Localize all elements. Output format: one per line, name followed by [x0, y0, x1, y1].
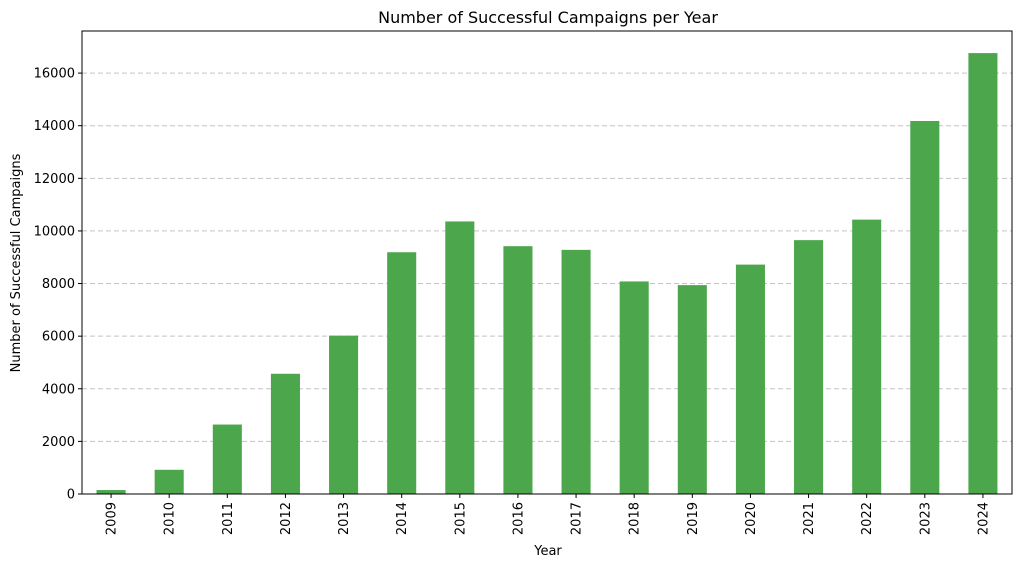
y-tick-label: 0	[67, 488, 75, 503]
bar-2020	[735, 264, 765, 494]
x-tick-label: 2020	[744, 502, 759, 535]
y-axis-label: Number of Successful Campaigns	[9, 153, 24, 372]
x-axis-ticks: 2009 2010 2011 2012 2013 2014 2015 2016 2017 2018…	[105, 494, 991, 535]
bar-2023	[910, 120, 940, 495]
y-tick-label: 6000	[42, 330, 75, 345]
x-tick-label: 2016	[511, 502, 526, 535]
bar-2019	[677, 285, 707, 494]
x-tick-label: 2011	[221, 502, 236, 535]
bars	[96, 53, 998, 495]
bar-2017	[561, 249, 591, 494]
bar-2013	[329, 335, 359, 494]
bar-2012	[270, 373, 300, 494]
y-tick-label: 8000	[42, 277, 75, 292]
bar-2024	[968, 53, 998, 495]
y-tick-label: 14000	[34, 119, 75, 134]
bar-2010	[154, 469, 184, 494]
bar-2016	[503, 246, 533, 494]
bar-2015	[445, 221, 475, 494]
bar-2014	[387, 252, 417, 494]
x-tick-label: 2014	[395, 502, 410, 535]
bar-2021	[794, 240, 824, 494]
x-tick-label: 2017	[570, 502, 585, 535]
x-tick-label: 2018	[628, 502, 643, 535]
y-tick-label: 4000	[42, 382, 75, 397]
x-tick-label: 2015	[453, 502, 468, 535]
bar-2011	[212, 424, 242, 494]
y-tick-label: 10000	[34, 224, 75, 239]
y-tick-label: 16000	[34, 67, 75, 82]
y-tick-label: 2000	[42, 435, 75, 450]
plot-frame	[81, 30, 1013, 495]
x-tick-label: 2021	[802, 502, 817, 535]
x-tick-label: 2010	[163, 502, 178, 535]
x-tick-label: 2019	[686, 502, 701, 535]
x-tick-label: 2023	[918, 502, 933, 535]
bar-2022	[852, 219, 882, 495]
y-axis-ticks: 0 2000 4000 6000 8000 10000 12000 14000 16000	[34, 67, 82, 503]
x-axis-label: Year	[533, 544, 562, 559]
x-tick-label: 2022	[860, 502, 875, 535]
bar-2009	[96, 490, 126, 494]
x-tick-label: 2009	[105, 502, 120, 535]
x-tick-label: 2012	[279, 502, 294, 535]
y-tick-label: 12000	[34, 172, 75, 187]
chart-title: Number of Successful Campaigns per Year	[378, 8, 718, 27]
x-tick-label: 2024	[976, 502, 991, 535]
x-tick-label: 2013	[337, 502, 352, 535]
bar-2018	[619, 281, 649, 494]
